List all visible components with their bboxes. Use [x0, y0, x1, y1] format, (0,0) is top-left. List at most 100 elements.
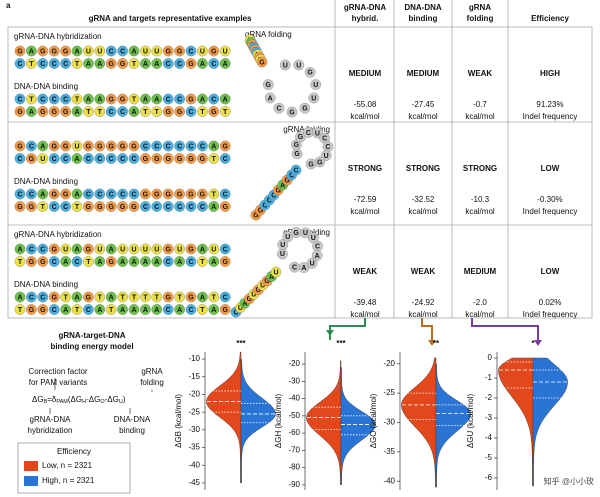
nucleotide-letter: A: [109, 246, 114, 253]
nucleotide-letter: G: [302, 106, 308, 113]
nucleotide-letter: C: [52, 156, 57, 163]
nucleotide: [48, 243, 60, 255]
nucleotide: [174, 140, 185, 152]
nucleotide-letter: G: [29, 156, 35, 163]
nucleotide-letter: U: [223, 48, 228, 55]
y-axis-label: ΔGB (kcal/mol): [174, 394, 183, 448]
nucleotide: [174, 304, 185, 315]
nucleotide-letter: A: [200, 96, 205, 103]
nucleotide: [128, 243, 140, 255]
equation-part: PAM: [56, 399, 68, 405]
nucleotide: [140, 140, 151, 152]
nucleotide-letter: C: [120, 48, 125, 55]
cell-value: -39.48: [354, 298, 377, 307]
nucleotide: [197, 291, 208, 303]
y-tick-label: -50: [288, 411, 300, 420]
nucleotide: [185, 291, 197, 303]
nucleotide-letter: C: [86, 156, 91, 163]
nucleotide: [308, 92, 320, 104]
nucleotide: [94, 58, 106, 69]
nucleotide-letter: U: [273, 269, 278, 276]
nucleotide: [105, 58, 117, 69]
nucleotide-letter: G: [51, 143, 57, 150]
nucleotide: [105, 93, 117, 105]
nucleotide: [83, 45, 94, 57]
nucleotide-letter: C: [188, 259, 193, 266]
nucleotide: [162, 304, 174, 315]
nucleotide: [71, 291, 83, 303]
nucleotide-letter: A: [211, 204, 216, 211]
nucleotide: [37, 93, 49, 105]
nucleotide: [117, 291, 128, 303]
nucleotide: [26, 93, 37, 105]
nucleotide-letter: G: [222, 143, 228, 150]
nucleotide: [94, 201, 106, 212]
nucleotide: [151, 106, 163, 117]
legend-box: [17, 442, 131, 494]
nucleotide-letter: G: [131, 143, 137, 150]
nucleotide-letter: U: [120, 246, 125, 253]
nucleotide: [48, 106, 60, 117]
nucleotide-letter: U: [324, 153, 329, 160]
nucleotide: [128, 188, 140, 200]
y-tick-label: -10: [188, 354, 200, 363]
nucleotide-letter: T: [98, 294, 103, 301]
model-connectors: [49, 378, 153, 414]
nucleotide-letter: G: [40, 48, 46, 55]
nucleotide: [60, 201, 71, 212]
nucleotide-letter: A: [97, 259, 102, 266]
significance: **: [433, 339, 440, 348]
nucleotide: [48, 291, 60, 303]
nucleotide-letter: C: [40, 294, 45, 301]
nucleotide: [185, 93, 197, 105]
nucleotide-letter: C: [29, 191, 34, 198]
nucleotide-letter: T: [86, 259, 91, 266]
nucleotide-letter: A: [97, 96, 102, 103]
nucleotide-letter: C: [17, 61, 22, 68]
nucleotide-letter: U: [211, 246, 216, 253]
nucleotide: [71, 106, 83, 117]
nucleotide-letter: C: [52, 61, 57, 68]
nucleotide: [311, 250, 323, 261]
nucleotide-letter: G: [165, 109, 171, 116]
nucleotide: [197, 153, 208, 164]
nucleotide-letter: C: [143, 204, 148, 211]
nucleotide-letter: G: [40, 259, 46, 266]
y-tick-label: -3: [485, 413, 493, 422]
nucleotide: [162, 291, 174, 303]
nucleotide: [151, 291, 163, 303]
nucleotide: [14, 188, 26, 200]
nucleotide-letter: C: [40, 61, 45, 68]
nucleotide-letter: A: [154, 259, 159, 266]
nucleotide-letter: A: [74, 109, 79, 116]
nucleotide-letter: C: [97, 156, 102, 163]
nucleotide: [128, 201, 140, 212]
nucleotide: [60, 243, 71, 255]
nucleotide-letter: C: [52, 96, 57, 103]
nucleotide-letter: G: [120, 61, 126, 68]
nucleotide: [37, 153, 49, 164]
equation-part: (ΔG: [68, 395, 82, 404]
row-label: DNA-DNA binding: [14, 177, 78, 186]
nucleotide-letter: C: [188, 204, 193, 211]
nucleotide: [83, 291, 94, 303]
nucleotide: [197, 304, 208, 315]
nucleotide: [14, 140, 26, 152]
nucleotide: [83, 188, 94, 200]
nucleotide-letter: G: [29, 307, 35, 314]
nucleotide-letter: T: [200, 109, 205, 116]
nucleotide: [14, 106, 26, 117]
nucleotide-letter: C: [177, 96, 182, 103]
nucleotide-letter: G: [298, 134, 304, 141]
nucleotide-letter: C: [109, 48, 114, 55]
nucleotide-letter: G: [188, 61, 194, 68]
nucleotide-letter: A: [177, 307, 182, 314]
nucleotide: [208, 243, 220, 255]
nucleotide-letter: A: [86, 96, 91, 103]
cell-unit: kcal/mol: [408, 207, 438, 216]
nucleotide-letter: C: [276, 106, 281, 113]
nucleotide-letter: G: [97, 204, 103, 211]
nucleotide-letter: U: [260, 283, 265, 290]
nucleotide-letter: U: [143, 246, 148, 253]
y-tick-label: -1: [485, 373, 493, 382]
